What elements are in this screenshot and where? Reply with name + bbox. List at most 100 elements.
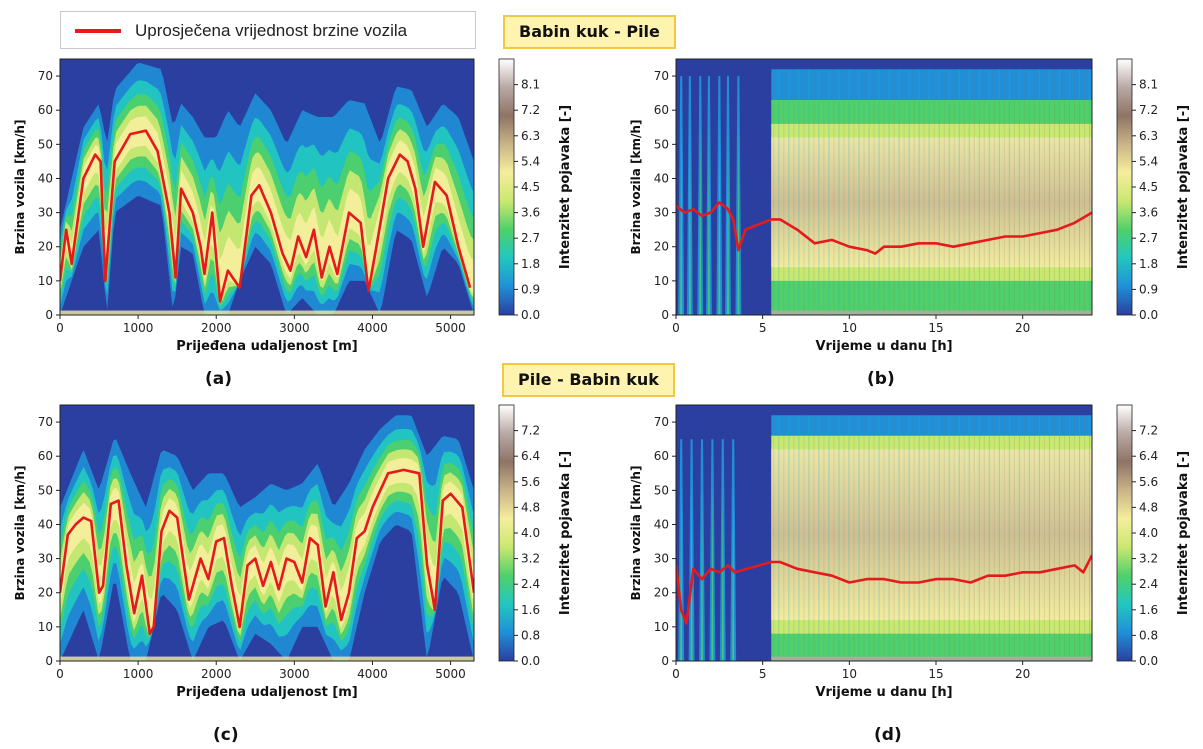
colorbar-tick-label-d-7: 5.6 — [1139, 475, 1158, 489]
colorbar-label-a: Intenzitet pojavaka [-] — [558, 105, 573, 269]
y-tick-label-a-1: 10 — [38, 274, 53, 288]
colorbar-tick-label-c-9: 7.2 — [521, 424, 540, 438]
night-spike-core-b-2 — [699, 123, 702, 315]
x-tick-label-d-4: 20 — [1015, 667, 1030, 681]
y-axis-label-d: Brzina vozila [km/h] — [629, 466, 643, 601]
colorbar-tick-label-a-7: 6.3 — [521, 129, 540, 143]
colorbar-a — [498, 58, 515, 316]
colorbar-tick-label-a-6: 5.4 — [521, 154, 540, 168]
y-tick-label-c-4: 40 — [38, 517, 53, 531]
y-tick-label-a-5: 50 — [38, 137, 53, 151]
plot-frame-d — [675, 404, 1093, 662]
chart-panel-a: 0 1000 2000 3000 4000 5000 0 10 20 30 40 50 60 70 Prij… — [13, 58, 573, 354]
colorbar-tick-label-a-1: 0.9 — [521, 282, 540, 296]
colorbar-tick-label-d-0: 0.0 — [1139, 654, 1158, 668]
y-tick-label-c-7: 70 — [38, 415, 53, 429]
x-axis-label-b: Vrijeme u danu [h] — [815, 339, 952, 354]
day-core-band-d — [771, 449, 1092, 621]
density-layer-c-4 — [60, 458, 474, 632]
colorbar-tick-label-b-5: 4.5 — [1139, 180, 1158, 194]
panel-letter-a: (a) — [205, 369, 233, 389]
panel-letter-b: (b) — [867, 369, 895, 389]
colorbar-c — [498, 404, 515, 662]
colorbar-tick-label-c-2: 1.6 — [521, 603, 540, 617]
colorbar-tick-label-a-2: 1.8 — [521, 257, 540, 271]
colorbar-label-d: Intenzitet pojavaka [-] — [1176, 451, 1191, 615]
y-tick-label-d-6: 60 — [654, 449, 669, 463]
y-tick-label-a-2: 20 — [38, 240, 53, 254]
night-spike-core-d-4 — [721, 483, 724, 661]
colorbar-tick-label-d-4: 3.2 — [1139, 552, 1158, 566]
colorbar-tick-label-d-2: 1.6 — [1139, 603, 1158, 617]
y-tick-label-d-1: 10 — [654, 620, 669, 634]
colorbar-tick-label-b-1: 0.9 — [1139, 282, 1158, 296]
y-tick-label-d-7: 70 — [654, 415, 669, 429]
x-tick-label-d-1: 5 — [759, 667, 767, 681]
night-spike-core-b-1 — [688, 123, 691, 315]
colorbar-tick-label-a-9: 8.1 — [521, 78, 540, 92]
y-tick-label-c-1: 10 — [38, 620, 53, 634]
colorbar-tick-label-c-4: 3.2 — [521, 552, 540, 566]
y-tick-label-b-5: 50 — [654, 137, 669, 151]
low-speed-band-b — [771, 310, 1092, 315]
x-tick-label-c-4: 4000 — [357, 667, 388, 681]
density-layer-c-3 — [60, 449, 474, 636]
x-tick-label-b-4: 20 — [1015, 321, 1030, 335]
legend-label: Uprosječena vrijednost brzine vozila — [135, 21, 408, 40]
colorbar-tick-label-c-6: 4.8 — [521, 500, 540, 514]
x-tick-label-b-1: 5 — [759, 321, 767, 335]
low-speed-band-a — [60, 310, 474, 315]
y-tick-label-c-2: 20 — [38, 586, 53, 600]
colorbar-tick-label-d-1: 0.8 — [1139, 628, 1158, 642]
colorbar-tick-label-a-8: 7.2 — [521, 103, 540, 117]
y-tick-label-a-3: 30 — [38, 206, 53, 220]
colorbar-tick-label-c-7: 5.6 — [521, 475, 540, 489]
x-tick-label-b-0: 0 — [672, 321, 680, 335]
colorbar-tick-label-a-5: 4.5 — [521, 180, 540, 194]
colorbar-tick-label-d-3: 2.4 — [1139, 577, 1158, 591]
colorbar-label-b: Intenzitet pojavaka [-] — [1176, 105, 1191, 269]
x-tick-label-c-1: 1000 — [123, 667, 154, 681]
y-tick-label-a-0: 0 — [45, 308, 53, 322]
colorbar-tick-label-b-3: 2.7 — [1139, 231, 1158, 245]
y-axis-label-a: Brzina vozila [km/h] — [13, 120, 27, 255]
y-tick-label-b-2: 20 — [654, 240, 669, 254]
colorbar-tick-label-b-2: 1.8 — [1139, 257, 1158, 271]
colorbar-tick-label-c-1: 0.8 — [521, 628, 540, 642]
mean-speed-line-d — [676, 554, 1092, 625]
mean-speed-line-c — [60, 468, 474, 635]
night-spike-core-b-4 — [718, 123, 721, 315]
x-axis-label-d: Vrijeme u danu [h] — [815, 685, 952, 700]
colorbar-d — [1116, 404, 1133, 662]
x-tick-label-d-2: 10 — [842, 667, 857, 681]
x-tick-label-a-1: 1000 — [123, 321, 154, 335]
y-tick-label-b-6: 60 — [654, 103, 669, 117]
x-tick-label-a-0: 0 — [56, 321, 64, 335]
route-label-top: Babin kuk - Pile — [503, 15, 676, 49]
y-axis-label-b: Brzina vozila [km/h] — [629, 120, 643, 255]
colorbar-tick-label-b-0: 0.0 — [1139, 308, 1158, 322]
density-layer-a-4 — [60, 116, 474, 301]
colorbar-tick-label-a-3: 2.7 — [521, 231, 540, 245]
y-tick-label-b-7: 70 — [654, 69, 669, 83]
panel-letter-c: (c) — [213, 725, 239, 745]
y-tick-label-d-0: 0 — [661, 654, 669, 668]
colorbar-b — [1116, 58, 1133, 316]
night-spike-core-b-6 — [737, 123, 740, 315]
y-tick-label-a-7: 70 — [38, 69, 53, 83]
colorbar-tick-label-b-8: 7.2 — [1139, 103, 1158, 117]
legend-line-swatch — [75, 29, 121, 33]
colorbar-tick-label-c-0: 0.0 — [521, 654, 540, 668]
colorbar-tick-label-d-5: 4.0 — [1139, 526, 1158, 540]
x-tick-label-d-3: 15 — [928, 667, 943, 681]
y-tick-label-c-6: 60 — [38, 449, 53, 463]
x-tick-label-a-5: 5000 — [435, 321, 466, 335]
legend: Uprosječena vrijednost brzine vozila — [60, 11, 476, 49]
colorbar-tick-label-d-8: 6.4 — [1139, 449, 1158, 463]
night-spike-core-d-0 — [680, 483, 683, 661]
y-tick-label-c-3: 30 — [38, 552, 53, 566]
panel-letter-d: (d) — [874, 725, 902, 745]
y-tick-label-c-5: 50 — [38, 483, 53, 497]
y-tick-label-d-3: 30 — [654, 552, 669, 566]
x-tick-label-d-0: 0 — [672, 667, 680, 681]
